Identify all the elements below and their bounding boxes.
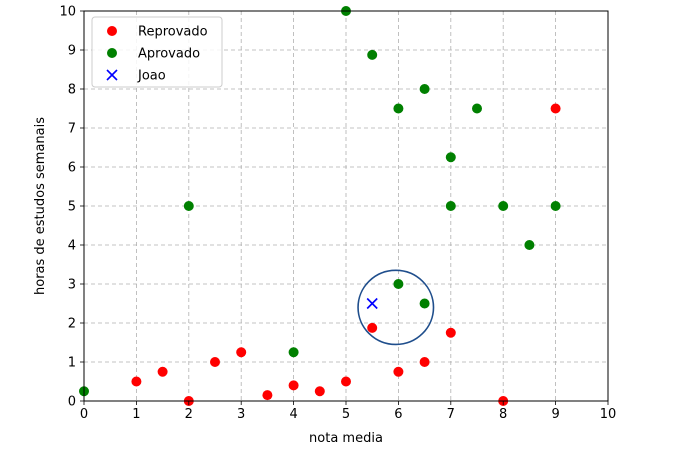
data-point-reprovado (419, 357, 430, 367)
x-tick-label: 6 (394, 407, 402, 422)
data-points (79, 6, 561, 406)
data-point-reprovado (341, 376, 351, 387)
data-point-reprovado (131, 376, 142, 387)
y-tick-label: 3 (68, 278, 76, 293)
axis-ticks: 0 1 2 3 4 5 6 7 8 9 10 0 1 2 3 4 5 6 7 8 9 10 (59, 5, 616, 423)
data-point-reprovado (393, 366, 404, 377)
data-point-reprovado (445, 327, 456, 338)
data-point-aprovado (419, 298, 430, 309)
data-point-aprovado (445, 152, 456, 163)
data-point-aprovado (367, 49, 378, 60)
data-point-aprovado (472, 103, 482, 114)
annotation-layer (357, 269, 435, 346)
legend-marker-reprovado (107, 26, 117, 36)
data-point-reprovado (262, 390, 273, 401)
x-marker-stroke (366, 297, 378, 310)
data-point-joao (366, 297, 378, 310)
highlight-ellipse (357, 269, 435, 346)
x-axis-label: nota media (309, 431, 383, 446)
data-point-reprovado (314, 386, 325, 397)
x-marker-stroke (106, 69, 118, 81)
y-tick-label: 7 (68, 122, 76, 137)
data-point-aprovado (183, 201, 194, 211)
data-point-reprovado (550, 103, 561, 114)
legend-marker-aprovado (107, 48, 117, 58)
x-tick-label: 3 (237, 407, 245, 422)
data-point-aprovado (498, 201, 509, 211)
data-point-reprovado (367, 322, 378, 333)
legend-label-reprovado: Reprovado (138, 25, 208, 40)
x-tick-label: 1 (132, 407, 140, 422)
x-tick-label: 10 (600, 407, 617, 422)
y-tick-label: 2 (68, 317, 76, 332)
y-tick-label: 10 (59, 5, 76, 20)
data-point-aprovado (524, 240, 535, 250)
x-tick-label: 2 (185, 407, 193, 422)
data-point-aprovado (393, 279, 404, 289)
y-tick-label: 9 (68, 44, 76, 59)
data-point-reprovado (210, 357, 220, 367)
legend-label-joao: Joao (137, 69, 166, 84)
y-tick-label: 0 (68, 395, 76, 410)
x-tick-label: 5 (342, 407, 350, 422)
y-tick-label: 5 (68, 200, 76, 215)
y-tick-label: 6 (68, 161, 76, 176)
y-tick-label: 8 (68, 83, 76, 98)
data-point-aprovado (445, 201, 456, 211)
x-tick-label: 9 (551, 407, 559, 422)
y-tick-label: 4 (68, 239, 76, 254)
x-tick-label: 8 (499, 407, 507, 422)
data-point-reprovado (236, 347, 247, 358)
data-point-reprovado (157, 366, 168, 377)
data-point-aprovado (393, 103, 404, 114)
legend: Reprovado Aprovado Joao (91, 16, 223, 88)
y-tick-label: 1 (68, 356, 76, 371)
data-point-aprovado (550, 201, 561, 211)
data-point-aprovado (419, 84, 430, 94)
data-point-aprovado (288, 347, 299, 358)
data-point-reprovado (288, 380, 299, 391)
x-tick-label: 4 (289, 407, 297, 422)
x-tick-label: 7 (447, 407, 455, 422)
legend-label-aprovado: Aprovado (138, 47, 200, 62)
x-tick-label: 0 (80, 407, 88, 422)
legend-marker-joao (106, 69, 118, 81)
legend-box (91, 16, 223, 88)
y-axis-label: horas de estudos semanais (33, 117, 48, 295)
